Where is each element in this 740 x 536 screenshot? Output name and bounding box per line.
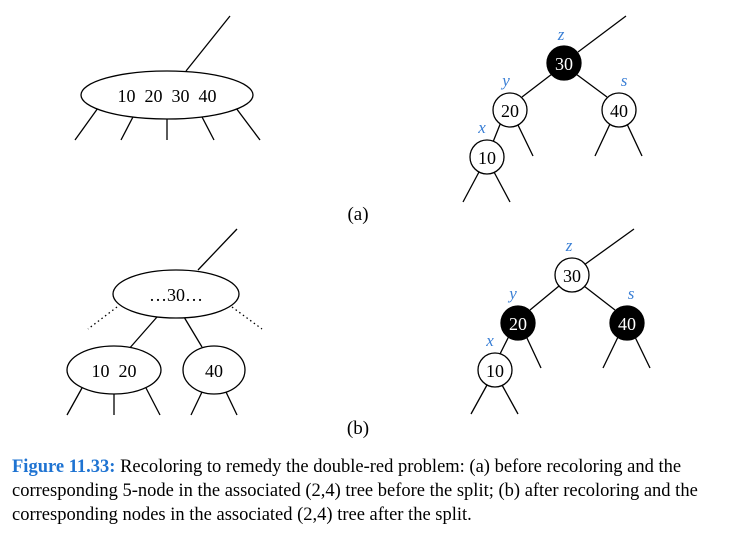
rb-node-z-key: 30 (555, 54, 573, 74)
rb-label-s: s (621, 71, 628, 90)
rb-edge-z-s (583, 285, 616, 311)
rb-node-y (500, 305, 536, 341)
rb-edge-y-leaf (525, 335, 542, 369)
rb-node-z-key: 30 (563, 266, 581, 286)
rb-parent-edge (577, 15, 627, 53)
tree24-top-node (112, 269, 240, 319)
rb-parent-edge (583, 228, 635, 266)
rb-node-x-key: 10 (478, 148, 496, 168)
tree24-top-node-keys: …30… (149, 285, 203, 305)
rb-edge-x-leaf (501, 384, 519, 415)
rb-edge-y-leaf (516, 122, 534, 157)
tree24-child-edge (200, 114, 215, 141)
tree24-left-node (66, 345, 162, 395)
rb-tree-a: 30 z 20 y 40 s 10 x (462, 15, 643, 203)
rb-label-z: z (565, 236, 573, 255)
rb-edge-x-leaf (493, 171, 511, 203)
tree24-edge-top-right (183, 316, 203, 348)
rb-edge-y-x (492, 121, 502, 143)
panel-b: …30… 10 20 40 30 z 20 y 40 (66, 228, 651, 439)
rb-node-z (554, 257, 590, 293)
tree24-edge-top-left (127, 316, 158, 351)
panel-b-tag: (b) (347, 418, 369, 439)
tree24-child-edge (66, 387, 83, 416)
tree24-dotted-edge (231, 306, 263, 330)
rb-edge-s-leaf (634, 336, 651, 369)
rb-node-x (469, 139, 505, 175)
rb-edge-z-y (529, 285, 560, 311)
rb-tree-b: 30 z 20 y 40 s 10 x (470, 228, 651, 415)
figure-diagram: 10 20 30 40 30 z 20 y 40 s (66, 15, 651, 439)
rb-node-s (609, 305, 645, 341)
rb-label-y: y (507, 284, 517, 303)
rb-label-x: x (485, 331, 494, 350)
rb-node-x (477, 352, 513, 388)
rb-label-s: s (628, 284, 635, 303)
rb-node-y-key: 20 (509, 314, 527, 334)
tree24-child-edge (145, 387, 161, 416)
rb-node-s-key: 40 (618, 314, 636, 334)
rb-node-s (601, 92, 637, 128)
rb-label-x: x (477, 118, 486, 137)
figure-caption-text: Recoloring to remedy the double-red prob… (12, 457, 698, 525)
tree24-node-keys: 10 20 30 40 (118, 86, 217, 106)
tree24-child-edge (235, 107, 261, 141)
rb-edge-s-leaf (626, 123, 643, 157)
rb-edge-x-leaf (470, 384, 488, 415)
rb-edge-s-leaf (602, 336, 619, 369)
rb-node-z (546, 45, 582, 81)
panel-a: 10 20 30 40 30 z 20 y 40 s (74, 15, 643, 225)
tree24-dotted-edge (87, 306, 118, 330)
tree24-5-node (74, 15, 261, 141)
tree24-right-node (182, 345, 246, 395)
tree24-parent-edge (185, 15, 231, 72)
panel-a-tag: (a) (347, 204, 368, 225)
rb-edge-y-x (499, 335, 510, 355)
figure-caption: Figure 11.33: Recoloring to remedy the d… (12, 455, 730, 527)
rb-edge-x-leaf (462, 171, 480, 203)
rb-label-y: y (500, 71, 510, 90)
rb-label-z: z (557, 25, 565, 44)
tree24-node-ellipse (80, 70, 254, 120)
tree24-after-split (66, 228, 263, 416)
tree24-left-node-keys: 10 20 (92, 361, 137, 381)
tree24-child-edge (225, 391, 238, 416)
rb-node-s-key: 40 (610, 101, 628, 121)
tree24-child-edge (74, 107, 99, 141)
tree24-child-edge (190, 391, 203, 416)
figure-label: Figure 11.33: (12, 457, 116, 477)
rb-node-x-key: 10 (486, 361, 504, 381)
rb-edge-z-y (521, 73, 553, 98)
rb-edge-s-leaf (594, 123, 611, 157)
tree24-parent-edge (197, 228, 238, 271)
tree24-child-edge (120, 114, 135, 141)
rb-edge-z-s (575, 73, 608, 98)
rb-node-y-key: 20 (501, 101, 519, 121)
rb-node-y (492, 92, 528, 128)
tree24-right-node-keys: 40 (205, 361, 223, 381)
